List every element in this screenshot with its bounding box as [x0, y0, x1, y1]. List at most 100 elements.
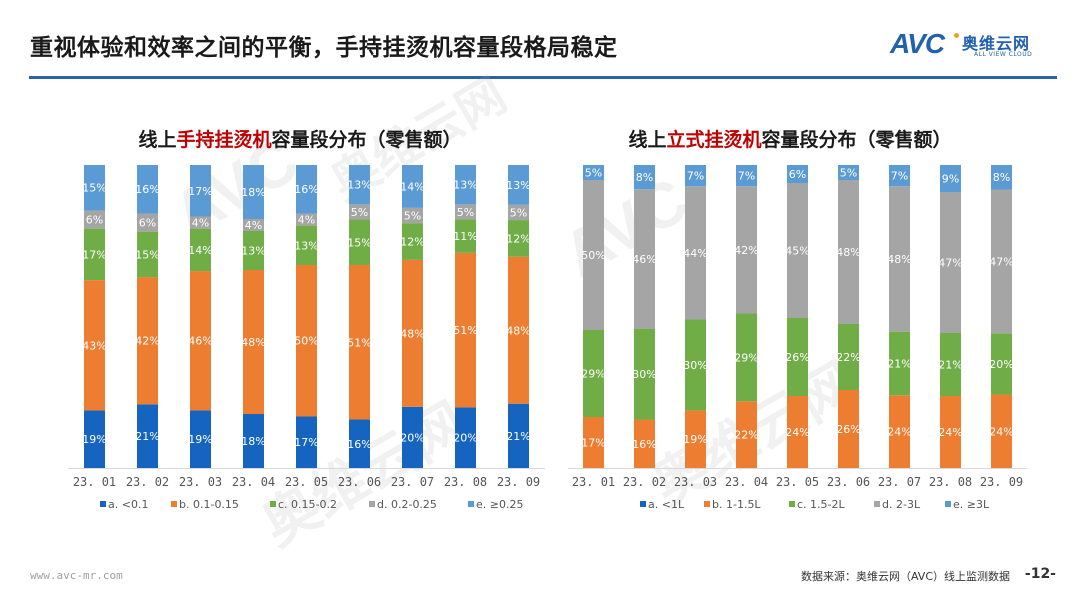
legend-label-b: b. 0.1-0.15: [179, 498, 239, 511]
bar-segment-c: [349, 219, 370, 265]
bar-segment-c: [508, 220, 529, 257]
bar-segment-c: [84, 228, 105, 281]
bar-segment-a: [455, 407, 476, 468]
bar-segment-e: [634, 165, 655, 190]
data-label-d: 50%: [581, 249, 605, 262]
bar-segment-d: [190, 216, 211, 229]
bar-segment-e: [508, 165, 529, 205]
footer-source: 数据来源：奥维云网（AVC）线上监测数据: [800, 570, 1010, 583]
bar-segment-b: [685, 410, 706, 468]
legend-label-b: b. 1-1.5L: [712, 498, 761, 511]
bar-segment-a: [349, 419, 370, 468]
data-label-e: 5%: [840, 167, 857, 180]
bar-segment-a: [243, 414, 264, 468]
bar-segment-d: [508, 204, 529, 221]
legend-item-a: a. <0.1: [100, 498, 148, 511]
data-label-c: 14%: [188, 244, 212, 257]
legend-swatch-e: [945, 501, 951, 507]
bar-segment-c: [137, 231, 158, 278]
x-tick-label: 23. 08: [444, 475, 487, 489]
bar-segment-c: [991, 333, 1012, 395]
bar-segment-d: [634, 189, 655, 329]
x-tick-label: 23. 05: [285, 475, 328, 489]
x-tick-label: 23. 01: [572, 475, 615, 489]
bar-segment-d: [296, 213, 317, 226]
chart-title-standing: 线上立式挂烫机容量段分布（零售额）: [540, 125, 1040, 152]
data-label-c: 15%: [135, 248, 159, 261]
bar-segment-e: [685, 165, 706, 187]
data-label-d: 48%: [836, 246, 860, 259]
data-label-b: 48%: [241, 336, 265, 349]
bar-segment-b: [838, 390, 859, 468]
data-label-c: 29%: [734, 351, 758, 364]
legend-item-d: d. 2-3L: [874, 498, 921, 511]
bar-segment-d: [583, 180, 604, 330]
x-tick-label: 23. 09: [980, 475, 1023, 489]
legend-item-c: c. 0.15-0.2: [270, 498, 337, 511]
bar-segment-c: [583, 330, 604, 417]
legend-label-d: d. 0.2-0.25: [377, 498, 437, 511]
logo-cn-text: 奥维云网: [962, 34, 1031, 53]
header-divider: [29, 76, 1057, 79]
x-tick-label: 23. 02: [126, 475, 169, 489]
bar-segment-d: [991, 189, 1012, 334]
chart-title-highlight: 手持挂烫机: [176, 129, 272, 151]
data-label-d: 47%: [989, 255, 1013, 268]
data-label-e: 5%: [585, 167, 602, 180]
bar-segment-b: [940, 396, 961, 468]
data-label-b: 51%: [453, 324, 477, 337]
data-label-e: 14%: [400, 180, 424, 193]
footer-url: www.avc-mr.com: [30, 569, 123, 582]
data-label-b: 24%: [785, 426, 809, 439]
bar-segment-e: [455, 165, 476, 205]
legend-swatch-a: [100, 501, 106, 507]
data-label-e: 6%: [789, 168, 806, 181]
chart-title-prefix: 线上: [138, 129, 177, 151]
data-label-b: 46%: [188, 335, 212, 348]
data-label-c: 17%: [82, 248, 106, 261]
x-tick-label: 23. 01: [73, 475, 116, 489]
data-label-d: 5%: [457, 206, 474, 219]
data-label-d: 4%: [245, 219, 262, 232]
data-label-c: 30%: [632, 368, 656, 381]
data-label-a: 19%: [188, 433, 212, 446]
bar-segment-e: [296, 165, 317, 214]
bar-segment-e: [991, 165, 1012, 190]
data-label-d: 47%: [938, 257, 962, 270]
data-label-c: 21%: [887, 357, 911, 370]
legend-item-b: b. 1-1.5L: [704, 498, 761, 511]
data-label-a: 21%: [506, 430, 530, 443]
data-label-e: 13%: [347, 179, 371, 192]
bar-segment-d: [940, 192, 961, 333]
bar-segment-e: [583, 165, 604, 180]
data-label-d: 6%: [86, 214, 103, 227]
data-label-a: 20%: [453, 432, 477, 445]
page-title: 重视体验和效率之间的平衡，手持挂烫机容量段格局稳定: [30, 35, 618, 61]
bar-segment-b: [84, 280, 105, 411]
bar-segment-c: [402, 223, 423, 260]
legend-label-c: c. 0.15-0.2: [278, 498, 337, 511]
data-label-c: 15%: [347, 236, 371, 249]
x-tick-label: 23. 02: [623, 475, 666, 489]
bar-segment-b: [296, 264, 317, 417]
legend-label-e: e. ≥3L: [953, 498, 990, 511]
bar-segment-b: [137, 277, 158, 405]
bar-segment-a: [296, 416, 317, 468]
data-label-e: 18%: [241, 186, 265, 199]
bar-segment-a: [190, 410, 211, 468]
data-label-d: 42%: [734, 244, 758, 257]
data-label-b: 19%: [683, 433, 707, 446]
bar-segment-c: [889, 331, 910, 396]
data-label-e: 9%: [942, 173, 959, 186]
data-label-d: 6%: [139, 217, 156, 230]
data-label-c: 20%: [989, 358, 1013, 371]
bar-segment-d: [787, 183, 808, 318]
bar-segment-d: [889, 186, 910, 332]
bar-segment-b: [991, 394, 1012, 468]
data-label-e: 17%: [188, 185, 212, 198]
data-label-a: 18%: [241, 435, 265, 448]
legend-swatch-c: [789, 501, 795, 507]
bar-segment-c: [634, 328, 655, 420]
data-label-d: 45%: [785, 245, 809, 258]
bar-segment-b: [889, 395, 910, 468]
